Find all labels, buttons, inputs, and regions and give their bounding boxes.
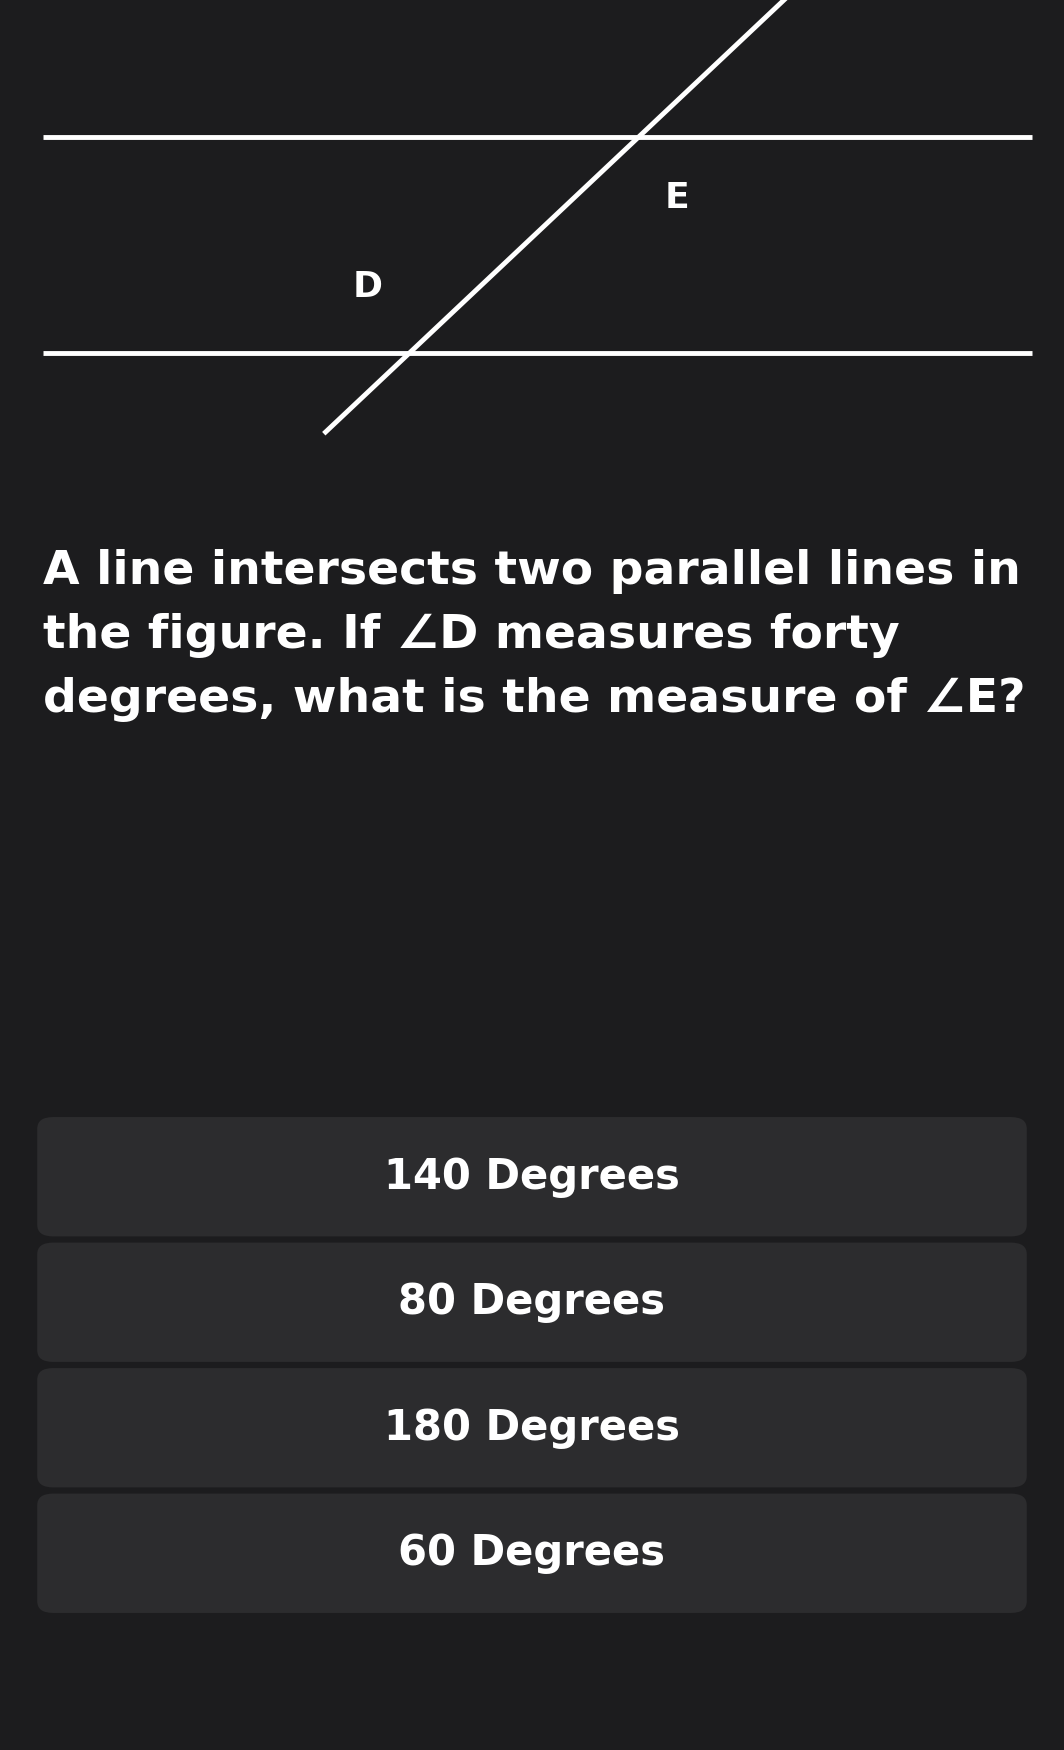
Text: E: E	[665, 182, 689, 215]
FancyBboxPatch shape	[37, 1242, 1027, 1362]
FancyBboxPatch shape	[37, 1116, 1027, 1237]
Text: A line intersects two parallel lines in
the figure. If ∠D measures forty
degrees: A line intersects two parallel lines in …	[43, 550, 1026, 723]
Text: 140 Degrees: 140 Degrees	[384, 1155, 680, 1197]
FancyBboxPatch shape	[37, 1493, 1027, 1614]
FancyBboxPatch shape	[37, 1368, 1027, 1488]
Text: 180 Degrees: 180 Degrees	[384, 1407, 680, 1449]
Text: 60 Degrees: 60 Degrees	[399, 1533, 665, 1575]
Text: 80 Degrees: 80 Degrees	[399, 1281, 665, 1323]
Text: D: D	[353, 270, 383, 304]
